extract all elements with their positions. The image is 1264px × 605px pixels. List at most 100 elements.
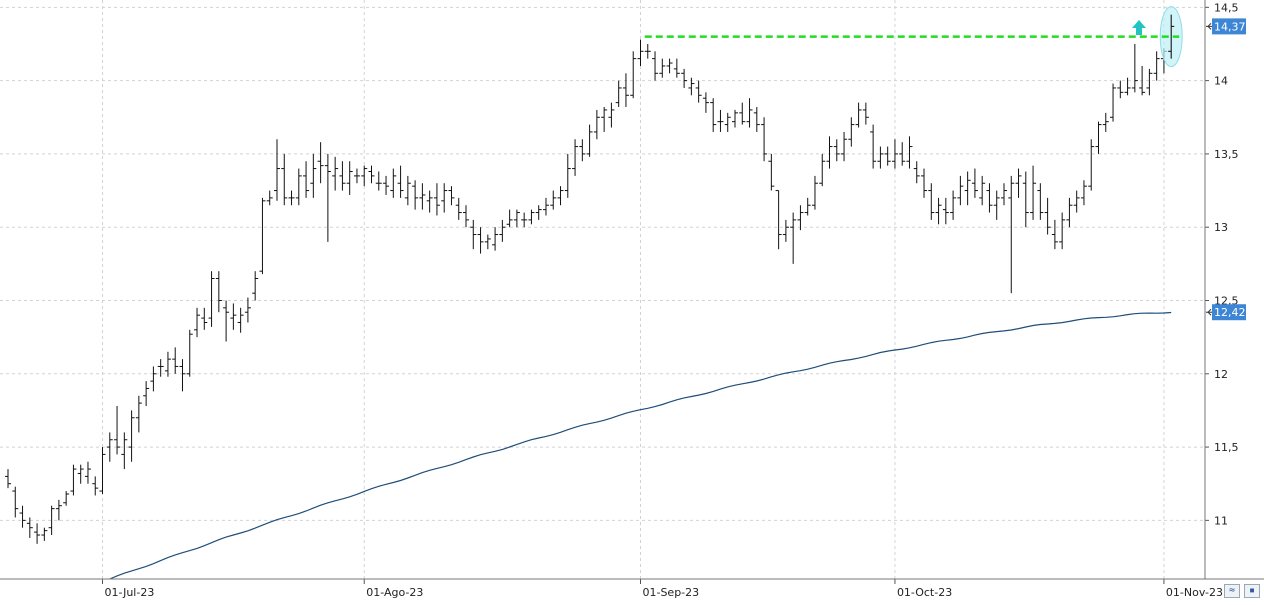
ohlc-bar <box>375 171 382 191</box>
ohlc-bar <box>252 271 259 301</box>
x-tick-label: 01-Sep-23 <box>642 586 699 599</box>
ohlc-bar <box>899 142 906 166</box>
ohlc-bar <box>615 80 622 108</box>
save-icon[interactable]: ▪ <box>1244 584 1260 598</box>
ohlc-bar <box>1059 212 1066 250</box>
ohlc-bar <box>826 136 833 169</box>
ohlc-bar <box>986 183 993 213</box>
ohlc-bar <box>244 297 251 323</box>
ohlc-bar <box>1102 112 1109 132</box>
moving-average-layer <box>109 311 1172 580</box>
ohlc-bar <box>5 469 11 489</box>
ohlc-bar <box>855 102 862 128</box>
ohlc-bar <box>935 197 942 225</box>
ohlc-bar <box>41 527 48 541</box>
ohlc-bar <box>550 190 557 210</box>
ohlc-bar <box>223 300 230 342</box>
zoom-fit-icon[interactable]: ≈ <box>1224 584 1240 598</box>
ohlc-bar <box>1080 180 1087 206</box>
annotations <box>644 6 1183 68</box>
ohlc-bar <box>303 161 310 198</box>
ohlc-bar <box>324 153 331 242</box>
ohlc-bar <box>1073 190 1080 213</box>
ohlc-bar <box>135 395 142 433</box>
ohlc-bar <box>353 168 360 184</box>
ohlc-bar <box>1124 77 1131 96</box>
ohlc-bar <box>448 186 455 206</box>
ohlc-bar <box>964 171 971 206</box>
ohlc-bar <box>957 175 964 206</box>
ohlc-bar <box>542 197 549 216</box>
ohlc-bar <box>397 165 404 198</box>
ohlc-bar <box>942 197 949 225</box>
ohlc-bar <box>34 523 41 544</box>
ohlc-bar <box>332 156 339 191</box>
ohlc-bar <box>724 112 731 132</box>
ohlc-bar <box>841 131 848 162</box>
ohlc-bar <box>710 98 717 132</box>
ohlc-bar <box>1037 183 1044 220</box>
y-tick-label: 11,5 <box>1214 441 1239 454</box>
ohlc-bar <box>950 190 957 220</box>
ohlc-bar <box>681 68 688 88</box>
ohlc-bar <box>891 139 898 169</box>
y-tick-label: 11 <box>1214 514 1228 527</box>
ohlc-bar <box>601 107 608 132</box>
ohlc-bar <box>848 117 855 147</box>
ohlc-bar <box>1153 51 1160 81</box>
ohlc-bar <box>84 461 91 484</box>
ohlc-bar <box>121 432 128 470</box>
ohlc-bar <box>877 146 884 169</box>
ohlc-bar <box>317 142 324 184</box>
ohlc-bar <box>463 205 470 228</box>
ohlc-bar <box>404 175 411 206</box>
ohlc-bar <box>572 139 579 176</box>
ohlc-bar <box>928 183 935 220</box>
ohlc-bar <box>157 359 164 377</box>
ohlc-bar <box>833 139 840 162</box>
ohlc-bar <box>19 505 26 528</box>
ohlc-bar <box>811 175 818 210</box>
ohlc-bar <box>477 227 484 254</box>
ohlc-bar <box>1110 83 1117 122</box>
ohlc-bar <box>761 117 768 162</box>
ohlc-bar <box>870 124 877 169</box>
ohlc-bar <box>419 183 426 210</box>
ohlc-bar-last <box>1168 14 1175 59</box>
ohlc-bar <box>884 146 891 166</box>
ohlc-bar <box>288 190 295 206</box>
ohlc-bar <box>913 161 920 184</box>
ohlc-bar <box>1117 80 1124 99</box>
badge-box <box>1212 304 1246 321</box>
ohlc-bar <box>12 486 19 518</box>
moving-average-badge: 12,42 <box>1206 304 1246 321</box>
ohlc-bar <box>673 58 680 78</box>
ohlc-bar <box>492 227 499 251</box>
ohlc-bar <box>775 190 782 250</box>
ohlc-bar <box>143 381 150 407</box>
ohlc-bar <box>971 168 978 198</box>
ohlc-bar <box>528 209 535 225</box>
ohlc-bar <box>455 197 462 220</box>
ohlc-bar <box>993 190 1000 220</box>
ohlc-bar <box>906 136 913 169</box>
ohlc-bar <box>201 307 208 330</box>
ohlc-bar <box>1051 219 1058 250</box>
ohlc-bar <box>441 183 448 213</box>
ohlc-bar <box>390 168 397 198</box>
ohlc-bar <box>579 139 586 162</box>
ohlc-bar <box>1015 168 1022 198</box>
ohlc-bar <box>695 80 702 103</box>
y-tick-label: 12 <box>1214 368 1228 381</box>
ohlc-bar <box>535 205 542 220</box>
ohlc-bar <box>1131 43 1138 93</box>
breakout-up-arrow-icon <box>1132 20 1146 35</box>
ohlc-bar <box>208 271 215 327</box>
ohlc-bar <box>1088 139 1095 191</box>
ohlc-bar <box>702 92 709 113</box>
ohlc-bar <box>637 39 644 66</box>
